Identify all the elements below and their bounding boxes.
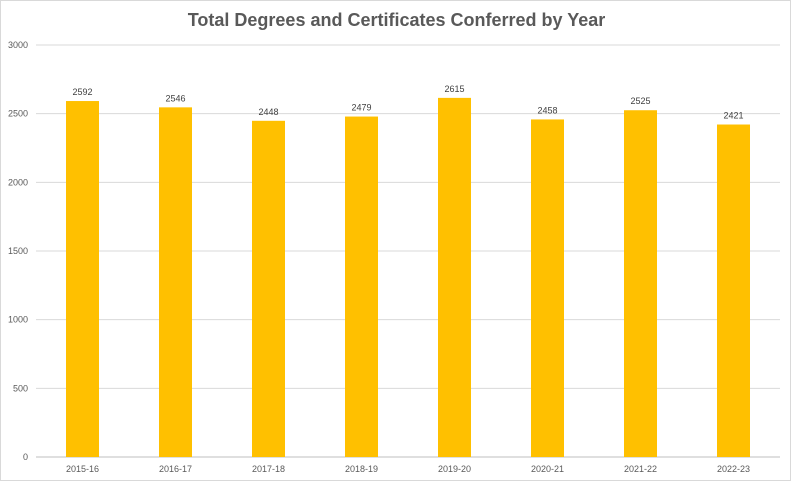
data-label: 2421 xyxy=(723,111,743,121)
x-tick-label: 2022-23 xyxy=(717,464,750,474)
bar xyxy=(345,116,378,458)
data-label: 2458 xyxy=(537,105,557,115)
y-tick-label: 2000 xyxy=(8,177,28,187)
bar xyxy=(438,97,471,457)
y-tick-label: 500 xyxy=(13,383,28,393)
bar xyxy=(159,107,192,457)
bar xyxy=(624,110,657,457)
data-label: 2546 xyxy=(165,93,185,103)
x-tick-label: 2015-16 xyxy=(66,464,99,474)
data-label: 2479 xyxy=(351,103,371,113)
x-tick-label: 2019-20 xyxy=(438,464,471,474)
data-label: 2525 xyxy=(630,96,650,106)
chart-title: Total Degrees and Certificates Conferred… xyxy=(187,10,606,30)
bar xyxy=(252,120,285,458)
data-label: 2615 xyxy=(444,84,464,94)
x-tick-label: 2020-21 xyxy=(531,464,564,474)
y-tick-label: 1500 xyxy=(8,246,28,256)
y-tick-label: 1000 xyxy=(8,315,28,325)
x-tick-label: 2017-18 xyxy=(252,464,285,474)
y-tick-label: 0 xyxy=(23,452,28,462)
bar xyxy=(717,124,750,458)
x-tick-label: 2018-19 xyxy=(345,464,378,474)
data-label: 2592 xyxy=(72,87,92,97)
x-tick-label: 2021-22 xyxy=(624,464,657,474)
x-tick-label: 2016-17 xyxy=(159,464,192,474)
y-tick-label: 3000 xyxy=(8,40,28,50)
data-label: 2448 xyxy=(258,107,278,117)
y-tick-label: 2500 xyxy=(8,109,28,119)
bar xyxy=(66,101,99,458)
bar xyxy=(531,119,564,458)
